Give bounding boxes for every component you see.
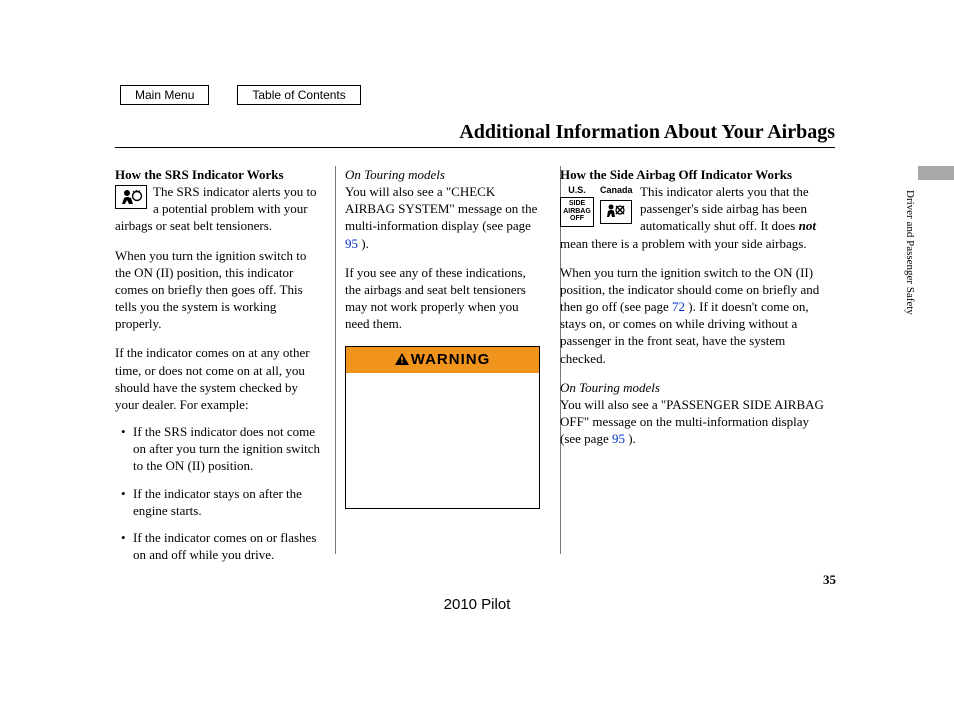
col1-intro-block: The SRS indicator alerts you to a potent… — [115, 183, 323, 234]
col3-p3b: ). — [625, 431, 636, 446]
section-tab: Driver and Passenger Safety — [902, 190, 916, 315]
col3-touring-label: On Touring models — [560, 379, 825, 396]
col1-heading: How the SRS Indicator Works — [115, 166, 323, 183]
warning-body — [346, 373, 539, 508]
not-word: not — [799, 218, 816, 233]
col1-bullet-3: If the indicator comes on or flashes on … — [121, 529, 323, 563]
col3-heading: How the Side Airbag Off Indicator Works — [560, 166, 825, 183]
side-tab-gray — [918, 166, 954, 180]
page-link-95-b[interactable]: 95 — [612, 431, 625, 446]
side-airbag-canada-icon — [600, 200, 632, 224]
col1-p3: If the indicator comes on at any other t… — [115, 344, 323, 413]
warning-header: WARNING — [346, 347, 539, 373]
col3-p3a: You will also see a "PASSENGER SIDE AIRB… — [560, 397, 824, 446]
main-menu-button[interactable]: Main Menu — [120, 85, 209, 105]
page-number: 35 — [823, 572, 836, 588]
col2-p1b: ). — [358, 236, 369, 251]
col3-intro-block: U.S. Canada SIDE AIRBAG OFF — [560, 183, 825, 252]
warning-box: WARNING — [345, 346, 540, 509]
col3-intro-a: This indicator alerts you that the passe… — [640, 184, 809, 233]
side-airbag-us-icon: SIDE AIRBAG OFF — [560, 197, 594, 227]
col3-p2: When you turn the ignition switch to the… — [560, 264, 825, 367]
col2-p1a: You will also see a "CHECK AIRBAG SYSTEM… — [345, 184, 537, 233]
title-rule — [115, 147, 835, 148]
page-link-72[interactable]: 72 — [672, 299, 685, 314]
col2-touring-label: On Touring models — [345, 166, 540, 183]
label-us: U.S. — [560, 185, 594, 197]
toc-button[interactable]: Table of Contents — [237, 85, 360, 105]
col2-p1: You will also see a "CHECK AIRBAG SYSTEM… — [345, 183, 540, 252]
col3-p3: You will also see a "PASSENGER SIDE AIRB… — [560, 396, 825, 447]
col1-bullet-1: If the SRS indicator does not come on af… — [121, 423, 323, 474]
col1-bullet-2: If the indicator stays on after the engi… — [121, 485, 323, 519]
icon-us-l3: OFF — [561, 215, 593, 223]
warning-label: WARNING — [411, 351, 491, 368]
title-row: Additional Information About Your Airbag… — [115, 121, 835, 144]
page-title: Additional Information About Your Airbag… — [459, 121, 835, 144]
icon-us-l2: AIRBAG — [561, 208, 593, 216]
icon-us-l1: SIDE — [561, 200, 593, 208]
srs-indicator-icon — [115, 185, 147, 209]
col2-p2: If you see any of these indications, the… — [345, 264, 540, 333]
col1-bullets: If the SRS indicator does not come on af… — [115, 423, 323, 563]
nav-buttons: Main Menu Table of Contents — [120, 85, 361, 105]
column-2: On Touring models You will also see a "C… — [335, 166, 550, 563]
column-3: How the Side Airbag Off Indicator Works … — [550, 166, 825, 563]
col1-p2: When you turn the ignition switch to the… — [115, 247, 323, 333]
side-airbag-icons: U.S. Canada SIDE AIRBAG OFF — [560, 183, 632, 227]
page-link-95-a[interactable]: 95 — [345, 236, 358, 251]
columns: How the SRS Indicator Works The SRS indi… — [115, 166, 835, 563]
col3-intro-b: mean there is a problem with your side a… — [560, 236, 807, 251]
footer-model: 2010 Pilot — [0, 596, 954, 613]
label-canada: Canada — [600, 185, 632, 197]
column-1: How the SRS Indicator Works The SRS indi… — [115, 166, 335, 563]
